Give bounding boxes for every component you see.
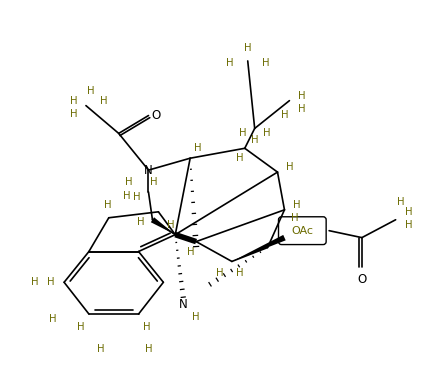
Text: H: H <box>193 312 200 322</box>
Polygon shape <box>151 217 175 234</box>
Text: H: H <box>31 277 38 287</box>
Text: H: H <box>100 96 108 105</box>
Text: O: O <box>152 109 161 122</box>
Text: N: N <box>179 298 187 311</box>
Polygon shape <box>232 235 286 261</box>
Text: H: H <box>143 322 150 332</box>
Text: OAc: OAc <box>291 226 313 236</box>
Text: H: H <box>251 135 258 145</box>
Text: H: H <box>405 207 412 217</box>
Text: H: H <box>280 110 288 120</box>
FancyBboxPatch shape <box>278 217 326 245</box>
Text: H: H <box>216 269 224 278</box>
Text: H: H <box>123 191 130 201</box>
Text: H: H <box>48 277 55 287</box>
Text: H: H <box>291 213 298 223</box>
Text: H: H <box>263 128 270 138</box>
Text: H: H <box>104 200 111 210</box>
Text: H: H <box>133 192 140 202</box>
Text: H: H <box>125 177 132 187</box>
Text: H: H <box>236 269 244 278</box>
Text: H: H <box>194 143 202 153</box>
Text: H: H <box>298 91 305 101</box>
Text: H: H <box>236 153 244 163</box>
Text: H: H <box>298 104 305 114</box>
Text: O: O <box>357 273 366 286</box>
Text: H: H <box>239 128 246 138</box>
Text: H: H <box>405 220 412 230</box>
Text: H: H <box>150 177 157 187</box>
Text: H: H <box>97 344 105 354</box>
Text: H: H <box>49 314 57 324</box>
Text: H: H <box>87 86 95 96</box>
Text: H: H <box>137 217 144 227</box>
Text: N: N <box>144 164 153 177</box>
Text: H: H <box>293 200 300 210</box>
Text: H: H <box>397 197 404 207</box>
Text: H: H <box>77 322 85 332</box>
Text: H: H <box>262 58 269 68</box>
Text: H: H <box>70 108 78 119</box>
Text: H: H <box>145 344 152 354</box>
Text: H: H <box>187 246 195 257</box>
Text: H: H <box>167 220 174 230</box>
Text: H: H <box>244 43 252 53</box>
Text: H: H <box>70 96 78 105</box>
Text: H: H <box>226 58 234 68</box>
Text: H: H <box>286 162 293 172</box>
